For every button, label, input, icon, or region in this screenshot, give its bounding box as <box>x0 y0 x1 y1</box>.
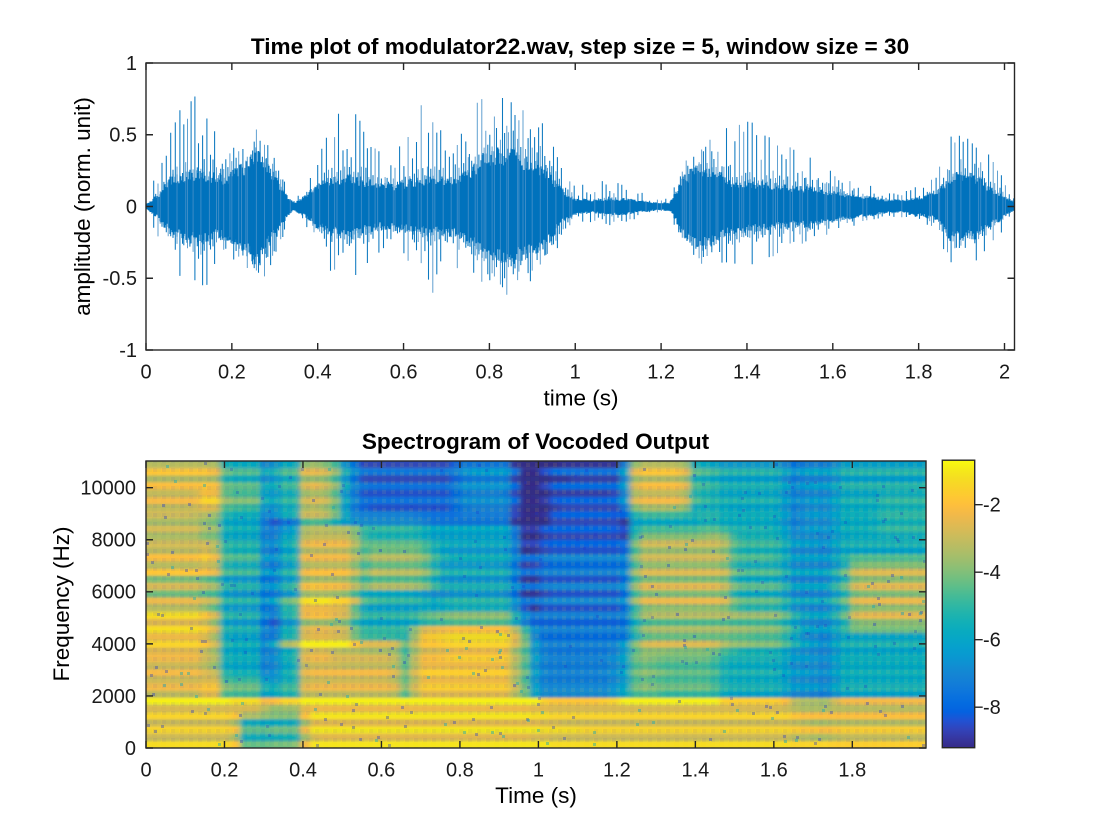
svg-text:time (s): time (s) <box>544 386 619 411</box>
svg-text:0.4: 0.4 <box>289 759 317 781</box>
svg-text:Time (s): Time (s) <box>495 783 577 808</box>
svg-text:-0.5: -0.5 <box>103 268 137 290</box>
svg-text:-4: -4 <box>983 562 1001 584</box>
svg-text:0.8: 0.8 <box>446 759 474 781</box>
svg-text:1.8: 1.8 <box>838 759 866 781</box>
svg-text:1.6: 1.6 <box>819 361 847 383</box>
svg-text:Spectrogram of Vocoded Output: Spectrogram of Vocoded Output <box>362 429 710 454</box>
svg-text:0: 0 <box>125 738 136 760</box>
svg-text:0.6: 0.6 <box>367 759 395 781</box>
svg-text:1.4: 1.4 <box>681 759 709 781</box>
svg-text:1: 1 <box>570 361 581 383</box>
svg-text:2: 2 <box>999 361 1010 383</box>
svg-text:-1: -1 <box>119 340 137 362</box>
svg-text:Time plot of modulator22.wav,: Time plot of modulator22.wav, step size … <box>251 34 909 59</box>
svg-text:0.6: 0.6 <box>390 361 418 383</box>
svg-text:1.2: 1.2 <box>647 361 675 383</box>
svg-text:0.5: 0.5 <box>109 125 137 147</box>
svg-text:1: 1 <box>533 759 544 781</box>
svg-text:0.2: 0.2 <box>218 361 246 383</box>
svg-text:1: 1 <box>126 53 137 75</box>
svg-text:Frequency (Hz): Frequency (Hz) <box>49 526 74 681</box>
svg-text:-8: -8 <box>983 697 1001 719</box>
svg-text:0: 0 <box>140 759 151 781</box>
svg-text:1.2: 1.2 <box>603 759 631 781</box>
svg-text:amplitude (norm. unit): amplitude (norm. unit) <box>70 97 95 316</box>
svg-text:8000: 8000 <box>92 530 137 552</box>
svg-text:-6: -6 <box>983 630 1001 652</box>
svg-text:1.8: 1.8 <box>905 361 933 383</box>
svg-text:0.2: 0.2 <box>211 759 239 781</box>
svg-text:0: 0 <box>140 361 151 383</box>
svg-text:6000: 6000 <box>92 582 137 604</box>
svg-text:2000: 2000 <box>92 686 137 708</box>
svg-text:0.8: 0.8 <box>475 361 503 383</box>
svg-text:10000: 10000 <box>80 478 136 500</box>
svg-text:-2: -2 <box>983 495 1001 517</box>
svg-text:4000: 4000 <box>92 634 137 656</box>
svg-text:1.6: 1.6 <box>760 759 788 781</box>
svg-text:1.4: 1.4 <box>733 361 761 383</box>
svg-text:0.4: 0.4 <box>304 361 332 383</box>
svg-text:0: 0 <box>126 196 137 218</box>
